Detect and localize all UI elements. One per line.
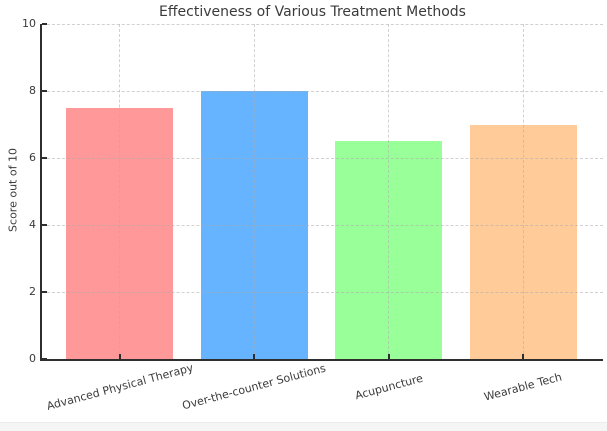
y-tick-10 [42,23,47,25]
y-tick-label-2: 2 [29,285,36,298]
x-tick-label-acupuncture: Acupuncture [353,371,424,403]
v-gridline-wearable-tech [522,24,524,359]
y-axis-spine [40,24,42,361]
h-gridline-10 [42,23,603,25]
y-tick-label-8: 8 [29,84,36,97]
y-tick-8 [42,90,47,92]
chart-title: Effectiveness of Various Treatment Metho… [159,4,466,20]
y-tick-label-0: 0 [29,352,36,365]
h-gridline-2 [42,291,603,293]
y-tick-4 [42,224,47,226]
v-gridline-over-the-counter-solutions [253,24,255,359]
x-tick-label-over-the-counter-solutions: Over-the-counter Solutions [180,361,328,413]
x-tick-label-advanced-physical-therapy: Advanced Physical Therapy [44,361,195,413]
y-tick-0 [42,358,47,360]
h-gridline-6 [42,157,603,159]
bottom-edge-strip [0,422,607,431]
x-axis-spine [40,359,603,361]
y-tick-2 [42,291,47,293]
x-tick-acupuncture [387,354,390,359]
h-gridline-8 [42,90,603,92]
v-gridline-acupuncture [388,24,389,359]
x-tick-wearable-tech [522,354,524,359]
x-tick-over-the-counter-solutions [253,354,255,359]
y-tick-label-10: 10 [22,17,36,30]
x-tick-label-wearable-tech: Wearable Tech [482,370,564,404]
h-gridline-4 [42,224,603,226]
plot-area: 0 2 4 6 8 10 Advanced Physical Therapy Over-th… [22,17,603,413]
x-tick-advanced-physical-therapy [118,354,121,359]
v-gridline-advanced-physical-therapy [119,24,120,359]
y-tick-6 [42,157,47,159]
y-tick-label-4: 4 [29,218,36,231]
y-tick-label-6: 6 [29,151,36,164]
